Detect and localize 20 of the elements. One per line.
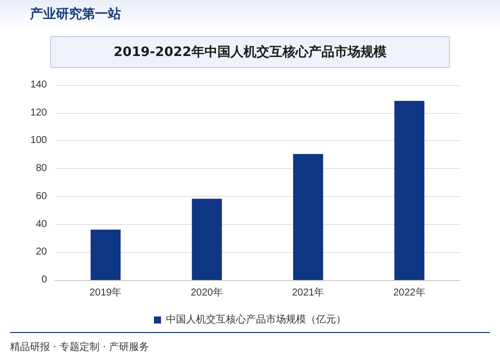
- y-tick-label: 120: [30, 107, 48, 118]
- bar: [192, 198, 222, 280]
- x-tick-label: 2019年: [90, 286, 122, 298]
- y-tick-label: 60: [36, 190, 48, 202]
- bar: [90, 230, 121, 280]
- y-tick-label: 0: [41, 274, 48, 286]
- x-tick-label: 2022年: [393, 286, 426, 298]
- text: 产业研究第一站: [0, 0, 500, 30]
- bar: [293, 154, 324, 280]
- y-tick-label: 80: [36, 163, 48, 174]
- text: 精品研报 · 专题定制 · 产研服务: [10, 340, 150, 354]
- bar: [394, 100, 424, 280]
- chart-title: 2019-2022年中国人机交互核心产品市场规模: [50, 36, 450, 68]
- legend-label: 中国人机交互核心产品市场规模（亿元）: [166, 314, 346, 326]
- y-tick-label: 100: [30, 135, 48, 146]
- x-tick-label: 2021年: [292, 286, 324, 298]
- y-tick-label: 20: [36, 246, 48, 258]
- x-tick-label: 2020年: [190, 286, 223, 298]
- y-tick-label: 140: [30, 80, 48, 90]
- y-tick-label: 40: [36, 218, 48, 230]
